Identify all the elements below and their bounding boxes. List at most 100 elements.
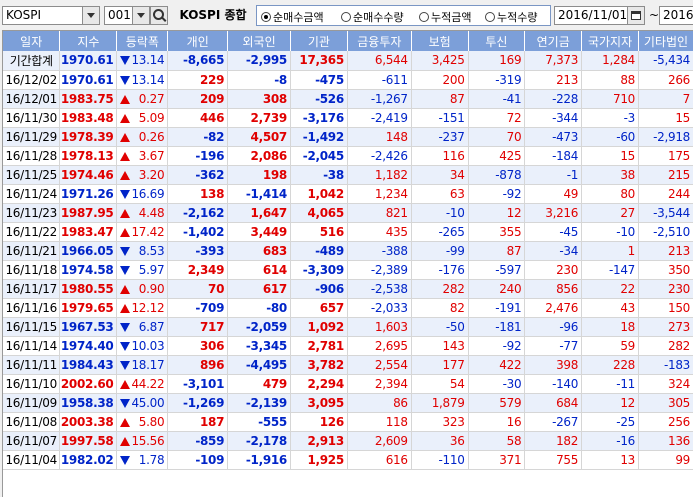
cell-individual: 896 <box>168 355 228 374</box>
down-arrow-icon <box>120 247 130 256</box>
change-value: 5.09 <box>139 111 165 125</box>
radio-net-buy-quantity[interactable]: 순매수수량 <box>341 9 404 25</box>
cell-insurance: 323 <box>411 412 468 431</box>
cell-insurance: 116 <box>411 146 468 165</box>
radio-cumulative-amount[interactable]: 누적금액 <box>419 9 471 25</box>
cell-date: 16/11/14 <box>3 336 60 355</box>
header-foreign[interactable]: 외국인 <box>228 31 291 51</box>
header-government[interactable]: 국가지자 <box>582 31 639 51</box>
cell-change: 4.48 <box>117 203 168 222</box>
radio-cumulative-quantity[interactable]: 누적수량 <box>485 9 537 25</box>
cell-financial-investment: -611 <box>347 70 411 89</box>
cell-other-corporation: -2,918 <box>639 127 693 146</box>
end-date-input[interactable]: 2016/ <box>659 6 693 25</box>
cell-individual: -362 <box>168 165 228 184</box>
cell-date: 16/11/17 <box>3 279 60 298</box>
radio-net-buy-amount[interactable]: 순매수금액 <box>261 9 324 25</box>
cell-investment-trust: 579 <box>468 393 525 412</box>
header-change[interactable]: 등락폭 <box>117 31 168 51</box>
code-dropdown-button[interactable] <box>132 6 150 25</box>
chevron-down-icon <box>87 13 95 18</box>
change-value: 8.53 <box>139 244 165 258</box>
cell-individual: 138 <box>168 184 228 203</box>
cell-financial-investment: 86 <box>347 393 411 412</box>
cell-individual: 2,349 <box>168 260 228 279</box>
change-value: 18.17 <box>131 358 164 372</box>
change-value: 6.87 <box>139 320 165 334</box>
down-arrow-icon <box>120 76 130 85</box>
cell-insurance: -265 <box>411 222 468 241</box>
cell-insurance: -110 <box>411 450 468 469</box>
header-financial-investment[interactable]: 금융투자 <box>347 31 411 51</box>
cell-change: 0.27 <box>117 89 168 108</box>
radio-selected-icon <box>261 12 271 22</box>
cell-other-corporation: 99 <box>639 450 693 469</box>
cell-government: 59 <box>582 336 639 355</box>
change-value: 13.14 <box>131 53 164 67</box>
cell-institution: 3,782 <box>290 355 347 374</box>
cell-other-corporation: 324 <box>639 374 693 393</box>
search-button[interactable] <box>150 6 168 25</box>
cell-date: 16/11/11 <box>3 355 60 374</box>
change-value: 5.97 <box>139 263 165 277</box>
cell-government: 13 <box>582 450 639 469</box>
header-insurance[interactable]: 보험 <box>411 31 468 51</box>
start-date-calendar-button[interactable] <box>627 6 645 25</box>
header-individual[interactable]: 개인 <box>168 31 228 51</box>
cell-investment-trust: -878 <box>468 165 525 184</box>
market-select[interactable]: KOSPI <box>2 6 83 25</box>
cell-investment-trust: -597 <box>468 260 525 279</box>
header-date[interactable]: 일자 <box>3 31 60 51</box>
cell-date: 16/11/22 <box>3 222 60 241</box>
header-pension-fund[interactable]: 연기금 <box>525 31 582 51</box>
start-date-input[interactable]: 2016/11/01 <box>554 6 628 25</box>
cell-other-corporation: 7 <box>639 89 693 108</box>
cell-other-corporation: 136 <box>639 431 693 450</box>
header-institution[interactable]: 기관 <box>290 31 347 51</box>
cell-institution: -1,492 <box>290 127 347 146</box>
cell-date: 16/11/30 <box>3 108 60 127</box>
cell-institution: 2,913 <box>290 431 347 450</box>
code-input[interactable]: 001 <box>104 6 133 25</box>
cell-investment-trust: -191 <box>468 298 525 317</box>
cell-individual: -859 <box>168 431 228 450</box>
cell-pension-fund: -45 <box>525 222 582 241</box>
cell-index: 1987.95 <box>60 203 117 222</box>
header-index[interactable]: 지수 <box>60 31 117 51</box>
cell-institution: 657 <box>290 298 347 317</box>
cell-government: 228 <box>582 355 639 374</box>
radio-label: 누적수량 <box>497 9 537 25</box>
cell-insurance: 177 <box>411 355 468 374</box>
header-investment-trust[interactable]: 투신 <box>468 31 525 51</box>
cell-index: 1984.43 <box>60 355 117 374</box>
header-other-corporation[interactable]: 기타법인 <box>639 31 693 51</box>
cell-institution: -2,045 <box>290 146 347 165</box>
cell-individual: 209 <box>168 89 228 108</box>
market-dropdown-button[interactable] <box>82 6 100 25</box>
cell-index: 1971.26 <box>60 184 117 203</box>
date-separator: ~ <box>649 6 659 25</box>
